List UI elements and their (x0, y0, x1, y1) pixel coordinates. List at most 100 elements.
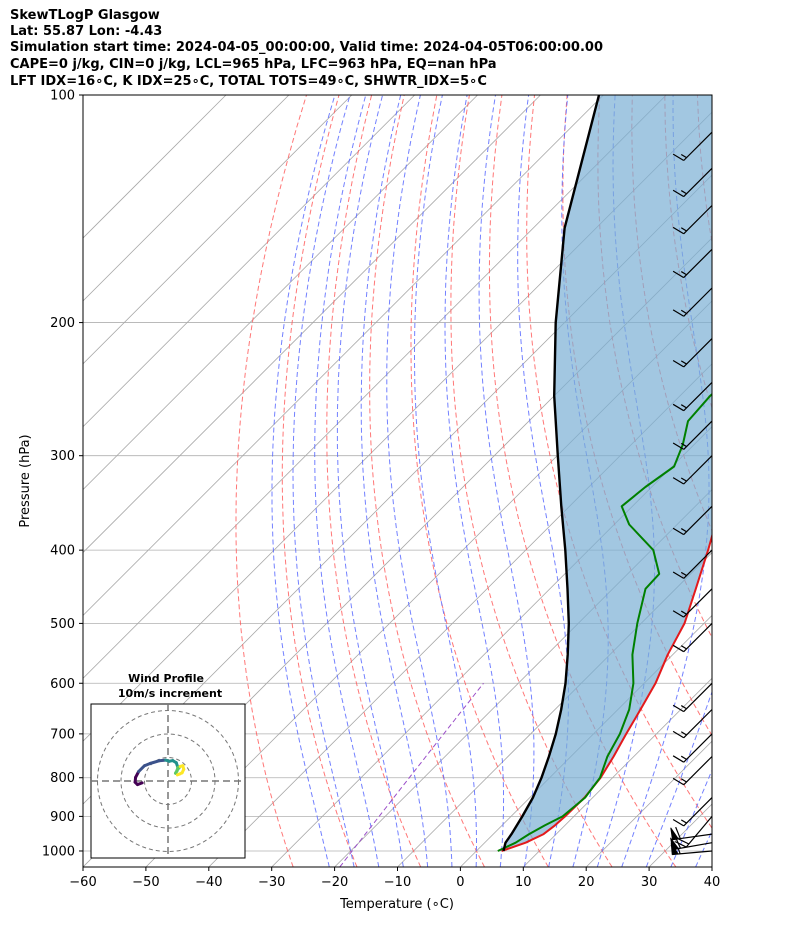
barb-shaft (683, 505, 713, 536)
wind-barb (672, 248, 713, 279)
barb-full (672, 644, 685, 653)
wind-barb (672, 205, 713, 235)
barb-full (672, 309, 685, 317)
barb-half (680, 645, 687, 650)
wind-barb (672, 549, 713, 579)
moist-adiabat (360, 95, 429, 867)
barb-full (672, 360, 685, 368)
wind-barb (672, 622, 713, 653)
barb-full (672, 571, 685, 579)
axes: −60 −50 −40 −30 −20 −10 0 10 20 30 40 1000 900 800 700… (42, 89, 720, 891)
barb-shaft (683, 338, 713, 368)
y-tick-label: 700 (50, 727, 75, 742)
y-tick-label: 300 (50, 449, 75, 464)
barb-shaft (685, 816, 713, 848)
barb-half (680, 271, 687, 276)
barb-full (672, 403, 685, 412)
barb-half (680, 528, 687, 533)
moist-adiabat (478, 95, 535, 867)
wind-barb (672, 756, 713, 786)
isotherm-line (271, 426, 712, 867)
hodograph-subtitle: 10m/s increment (118, 687, 222, 700)
title: SkewTLogP Glasgow (10, 8, 160, 23)
x-tick-label: −20 (321, 875, 348, 890)
isotherm-line (83, 95, 667, 679)
barb-full (672, 189, 685, 198)
isotherm-line (83, 95, 478, 491)
barb-shaft (683, 131, 713, 161)
barb-half (680, 610, 687, 615)
barb-half (680, 778, 687, 783)
barb-full (672, 730, 685, 739)
barb-full (672, 442, 685, 450)
barb-half (680, 153, 687, 159)
moist-adiabat (336, 95, 404, 867)
y-tick-label: 200 (50, 316, 75, 331)
dry-adiabat (526, 95, 712, 829)
barb-full (672, 477, 685, 485)
wind-barb (672, 131, 713, 161)
barb-half (680, 190, 687, 195)
barb-shaft (672, 842, 713, 851)
barb-shaft (683, 455, 713, 485)
x-tick-label: −30 (258, 875, 285, 890)
barb-half (680, 819, 687, 824)
location-line: Lat: 55.87 Lon: -4.43 (10, 24, 163, 39)
barb-shaft (683, 248, 713, 279)
barb-half (680, 731, 687, 736)
dry-adiabat (235, 95, 307, 867)
y-tick-label: 900 (50, 810, 75, 825)
barb-shaft (683, 682, 713, 713)
mixing-ratio-line (339, 682, 484, 867)
isotherm-line (83, 95, 353, 365)
barb-half (680, 442, 687, 448)
barb-full (672, 819, 685, 827)
x-axis-label: Temperature (∘C) (339, 897, 454, 912)
barb-shaft (683, 167, 713, 198)
moist-adiabat (414, 95, 477, 867)
dry-adiabat (281, 95, 358, 867)
moist-adiabat (517, 95, 570, 867)
barb-shaft (683, 287, 713, 317)
x-tick-label: −40 (195, 875, 222, 890)
hodograph-title: Wind Profile (128, 672, 204, 685)
barb-full (672, 527, 685, 536)
barb-full (672, 153, 685, 161)
isotherm-line (83, 95, 415, 428)
wind-barb (674, 816, 713, 848)
time-line: Simulation start time: 2024-04-05_00:00:… (10, 40, 603, 55)
barb-half (680, 755, 687, 760)
moist-adiabat (386, 95, 453, 867)
wind-barb (672, 338, 713, 368)
plot-area (83, 95, 794, 867)
barb-full (672, 270, 685, 279)
moist-adiabat (720, 95, 794, 867)
wind-barb (672, 733, 713, 763)
moist-adiabat (271, 95, 336, 867)
isotherm-line (83, 95, 541, 554)
moist-adiabat (314, 95, 380, 867)
x-tick-label: −60 (69, 875, 96, 890)
isotherm-line (83, 95, 290, 302)
moist-adiabat (444, 95, 505, 867)
x-tick-label: 40 (704, 875, 721, 890)
y-tick-label: 1000 (42, 844, 75, 859)
dry-adiabat (369, 95, 485, 867)
barb-shaft (683, 709, 713, 739)
barb-half (680, 705, 687, 710)
barb-shaft (672, 850, 713, 856)
wind-barb (672, 797, 713, 827)
barb-shaft (683, 205, 713, 235)
barb-full (677, 838, 690, 845)
parcel-profile-line (502, 95, 601, 852)
hodograph-trace-segment (148, 759, 161, 765)
barb-half (680, 360, 687, 365)
isotherm-line (145, 300, 712, 867)
barb-full (672, 777, 685, 786)
isotherm-line (711, 866, 712, 867)
barb-half (680, 571, 687, 577)
wind-barbs (670, 131, 713, 856)
x-tick-label: −50 (132, 875, 159, 890)
dry-adiabat (730, 95, 794, 867)
indices-line-2: LFT IDX=16∘C, K IDX=25∘C, TOTAL TOTS=49∘… (10, 74, 487, 89)
